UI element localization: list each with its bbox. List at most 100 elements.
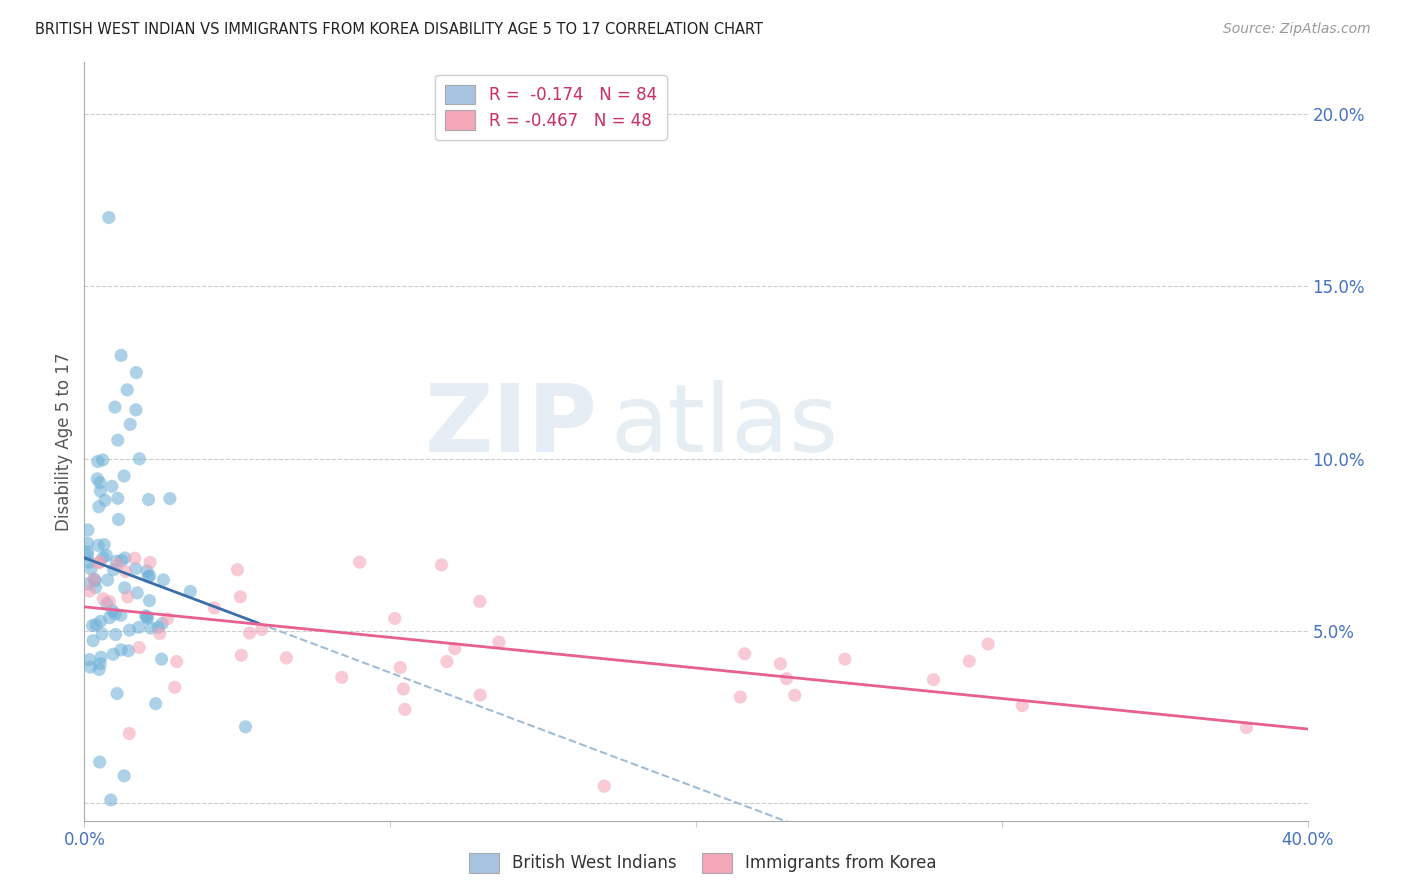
Point [103, 563, 125, 577]
Point [82, 618, 104, 632]
Point [86, 472, 108, 486]
Point [145, 697, 167, 711]
Point [118, 623, 141, 637]
Point [76, 577, 98, 591]
Point [89, 657, 111, 671]
Point [112, 769, 135, 783]
Point [125, 366, 148, 380]
Point [1011, 698, 1033, 713]
Text: atlas: atlas [610, 380, 838, 473]
Point [87, 538, 110, 552]
Point [114, 565, 136, 579]
Point [488, 635, 510, 649]
Text: Source: ZipAtlas.com: Source: ZipAtlas.com [1223, 22, 1371, 37]
Point [77, 555, 100, 569]
Point [96, 573, 118, 587]
Point [87, 500, 110, 514]
Point [468, 594, 491, 608]
Point [159, 491, 181, 506]
Point [82, 633, 104, 648]
Point [149, 626, 172, 640]
Point [84, 617, 107, 632]
Point [124, 561, 146, 575]
Point [231, 648, 253, 663]
Point [783, 688, 806, 702]
Point [114, 581, 136, 595]
Point [330, 670, 353, 684]
Point [394, 702, 416, 716]
Point [593, 779, 616, 793]
Point [139, 621, 162, 635]
Point [138, 569, 160, 583]
Point [775, 672, 797, 686]
Point [120, 417, 142, 432]
Point [87, 556, 110, 570]
Point [118, 726, 141, 740]
Point [79, 584, 101, 599]
Point [349, 555, 371, 569]
Point [128, 640, 150, 655]
Point [250, 623, 273, 637]
Point [107, 433, 129, 447]
Point [152, 573, 174, 587]
Text: BRITISH WEST INDIAN VS IMMIGRANTS FROM KOREA DISABILITY AGE 5 TO 17 CORRELATION : BRITISH WEST INDIAN VS IMMIGRANTS FROM K… [35, 22, 763, 37]
Point [104, 607, 127, 621]
Point [117, 590, 139, 604]
Point [76, 548, 98, 562]
Point [96, 549, 118, 563]
Point [110, 348, 132, 362]
Point [226, 563, 249, 577]
Point [136, 570, 159, 584]
Point [730, 690, 752, 704]
Text: ZIP: ZIP [425, 380, 598, 473]
Point [436, 655, 458, 669]
Point [202, 601, 225, 615]
Point [87, 454, 110, 468]
Point [89, 755, 111, 769]
Point [922, 673, 945, 687]
Point [136, 611, 159, 625]
Point [89, 555, 111, 569]
Legend: British West Indians, Immigrants from Korea: British West Indians, Immigrants from Ko… [463, 847, 943, 880]
Point [128, 620, 150, 634]
Point [235, 720, 257, 734]
Point [105, 554, 128, 568]
Point [392, 681, 415, 696]
Point [93, 538, 115, 552]
Point [84, 581, 107, 595]
Point [91, 627, 114, 641]
Point [101, 479, 124, 493]
Point [166, 655, 188, 669]
Point [430, 558, 453, 572]
Point [76, 536, 98, 550]
Point [389, 660, 412, 674]
Point [104, 627, 127, 641]
Point [150, 652, 173, 666]
Point [135, 608, 157, 623]
Point [97, 211, 120, 225]
Point [769, 657, 792, 671]
Legend: R =  -0.174   N = 84, R = -0.467   N = 48: R = -0.174 N = 84, R = -0.467 N = 48 [436, 75, 666, 140]
Point [127, 586, 149, 600]
Point [91, 550, 114, 565]
Point [84, 574, 107, 588]
Point [156, 612, 179, 626]
Point [77, 523, 100, 537]
Point [104, 400, 127, 414]
Point [90, 650, 112, 665]
Point [138, 492, 160, 507]
Point [117, 644, 139, 658]
Point [136, 564, 159, 578]
Point [163, 680, 186, 694]
Point [114, 551, 136, 566]
Point [124, 551, 146, 566]
Point [87, 663, 110, 677]
Point [128, 451, 150, 466]
Point [77, 652, 100, 666]
Point [734, 647, 756, 661]
Point [98, 611, 121, 625]
Point [91, 453, 114, 467]
Point [101, 604, 124, 618]
Point [834, 652, 856, 666]
Y-axis label: Disability Age 5 to 17: Disability Age 5 to 17 [55, 352, 73, 531]
